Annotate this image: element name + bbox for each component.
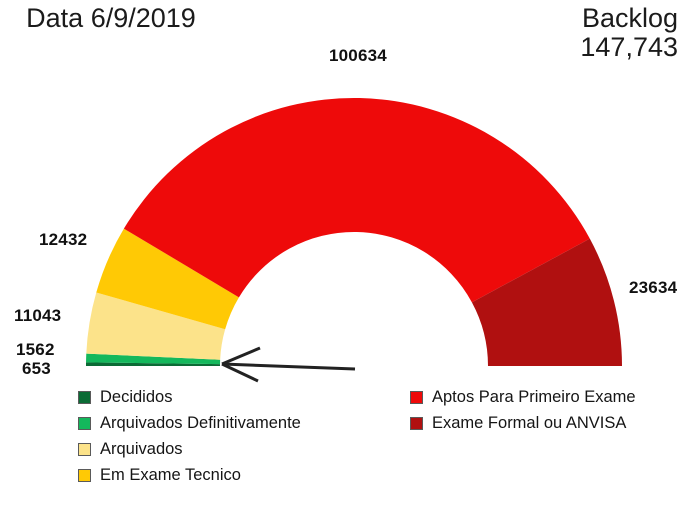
legend-label: Exame Formal ou ANVISA [432,415,626,432]
legend-label: Arquivados Definitivamente [100,415,301,432]
legend-item-aptos-primeiro-exame[interactable]: Aptos Para Primeiro Exame [410,384,636,410]
legend-right-column: Aptos Para Primeiro Exame Exame Formal o… [410,384,636,436]
legend-label: Em Exame Tecnico [100,467,241,484]
legend-item-exame-formal-anvisa[interactable]: Exame Formal ou ANVISA [410,410,636,436]
legend-item-arquivados-definitivamente[interactable]: Arquivados Definitivamente [78,410,301,436]
legend-item-decididos[interactable]: Decididos [78,384,301,410]
legend-swatch-icon [410,391,423,404]
legend-item-arquivados[interactable]: Arquivados [78,436,301,462]
value-label-decididos: 653 [22,359,51,379]
value-label-em-exame-tecnico: 12432 [39,230,87,250]
legend-swatch-icon [78,469,91,482]
legend-item-em-exame-tecnico[interactable]: Em Exame Tecnico [78,462,301,488]
value-label-arquivados: 11043 [14,306,61,326]
legend-swatch-icon [78,417,91,430]
legend-label: Aptos Para Primeiro Exame [432,389,636,406]
chart-canvas: Data 6/9/2019 Backlog 147,743 653 1562 1… [0,0,688,522]
legend-label: Arquivados [100,441,183,458]
value-label-aptos-primeiro-exame: 100634 [329,46,387,66]
legend-swatch-icon [78,443,91,456]
value-label-arquivados-definitivamente: 1562 [16,340,55,360]
legend-left-column: Decididos Arquivados Definitivamente Arq… [78,384,301,488]
value-label-exame-formal-anvisa: 23634 [629,278,677,298]
legend-swatch-icon [410,417,423,430]
legend-label: Decididos [100,389,172,406]
legend-swatch-icon [78,391,91,404]
